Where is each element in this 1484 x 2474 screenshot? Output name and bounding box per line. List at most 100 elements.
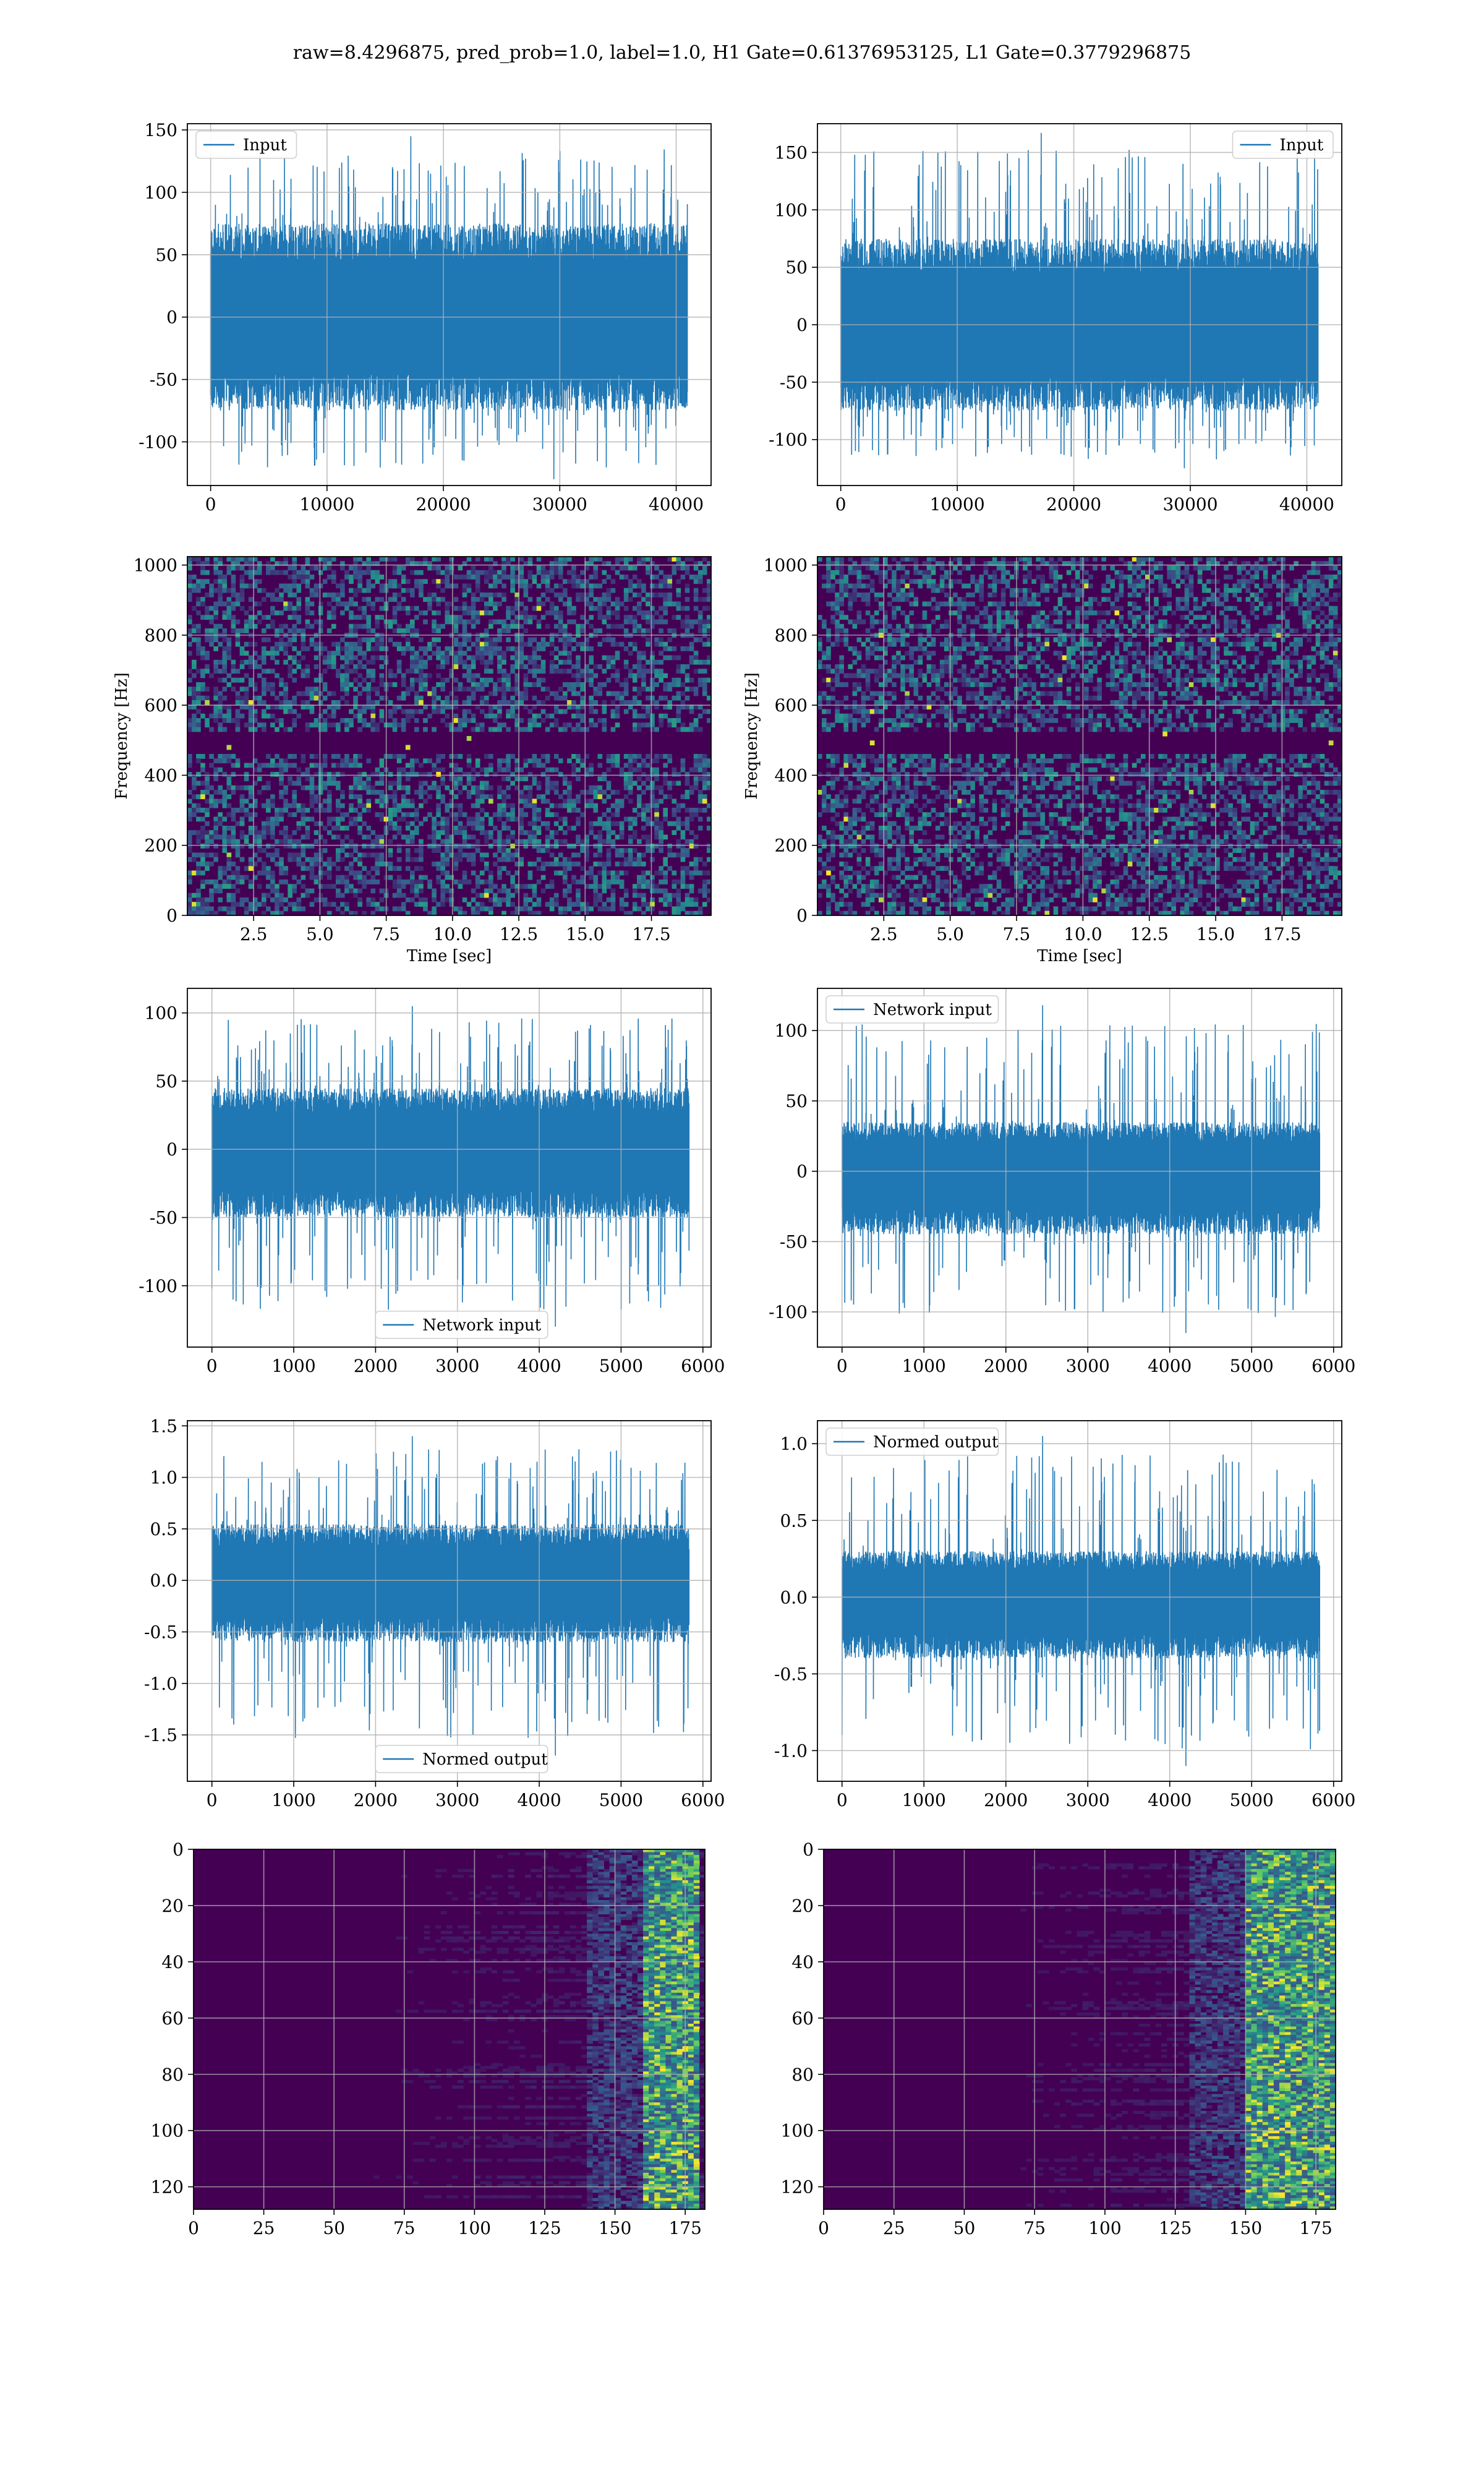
plot-area: [211, 1006, 690, 1327]
x-tick-label: 30000: [1162, 494, 1217, 515]
y-tick-label: 400: [145, 765, 177, 785]
x-tick-label: 75: [393, 2218, 416, 2238]
y-tick-label: -50: [780, 1231, 808, 1252]
y-tick-label: 1000: [134, 555, 177, 576]
axes-frame: [193, 1849, 706, 2210]
x-tick-label: 0: [207, 1356, 218, 1376]
legend-label: Input: [243, 136, 287, 155]
y-tick-label: 0: [796, 315, 808, 335]
x-tick-label: 40000: [1279, 494, 1334, 515]
x-tick-label: 0: [837, 1790, 848, 1810]
x-tick-label: 1000: [271, 1790, 315, 1810]
x-tick-label: 5.0: [306, 924, 334, 944]
x-tick-label: 20000: [416, 494, 471, 515]
y-tick-label: 40: [791, 1952, 814, 1972]
heatmap-image: [817, 557, 1342, 916]
x-tick-label: 17.5: [1263, 924, 1301, 944]
x-tick-label: 5000: [599, 1790, 643, 1810]
y-tick-label: 1.0: [150, 1468, 177, 1488]
y-tick-label: 50: [785, 257, 808, 278]
plot-area: [211, 1436, 690, 1756]
legend-box: [1232, 131, 1334, 159]
x-tick-label: 0: [818, 2218, 829, 2238]
y-tick-label: 200: [775, 836, 808, 856]
axes-frame: [817, 988, 1342, 1348]
y-tick-label: 200: [145, 836, 177, 856]
figure-title: raw=8.4296875, pred_prob=1.0, label=1.0,…: [292, 42, 1192, 64]
x-tick-label: 0: [835, 494, 846, 515]
y-tick-label: 600: [145, 695, 177, 716]
legend-label: Network input: [873, 1001, 992, 1019]
panel-spectrogram-h1: 2.5 5.0 7.5 10.0 12.5 15.0 17.5 0 200 400 600 800 10…: [113, 555, 712, 965]
panel-network-input-l1: 0 1000 2000 3000 4000 5000 6000 -100 -50 0 50 100 Ne…: [769, 988, 1355, 1376]
x-tick-label: 125: [1159, 2218, 1192, 2238]
y-tick-label: 800: [775, 625, 808, 646]
axes-frame: [823, 1849, 1336, 2210]
y-tick-label: -50: [150, 370, 177, 390]
heatmap-image: [187, 557, 712, 916]
x-tick-label: 3000: [1066, 1790, 1110, 1810]
legend-label: Network input: [422, 1316, 541, 1335]
legend: Normed output: [825, 1427, 999, 1456]
x-tick-label: 1000: [902, 1790, 946, 1810]
legend-box: [375, 1745, 548, 1773]
panel-spectrogram-l1: 2.5 5.0 7.5 10.0 12.5 15.0 17.5 0 200 400 600 800 10…: [743, 555, 1342, 965]
y-tick-label: -1.0: [774, 1740, 808, 1761]
y-tick-label: -0.5: [144, 1622, 177, 1642]
x-tick-label: 7.5: [372, 924, 400, 944]
x-tick-label: 150: [1229, 2218, 1262, 2238]
y-tick-label: 0.0: [780, 1587, 808, 1607]
series-line-normed-output: [842, 1436, 1320, 1766]
x-tick-label: 50: [323, 2218, 345, 2238]
axes-frame: [817, 123, 1342, 486]
x-tick-label: 0: [207, 1790, 218, 1810]
x-tick-label: 100: [458, 2218, 491, 2238]
x-tick-label: 4000: [517, 1356, 561, 1376]
x-tick-label: 3000: [1066, 1356, 1110, 1376]
x-tick-label: 125: [528, 2218, 561, 2238]
panel-normed-output-h1: 0 1000 2000 3000 4000 5000 6000 -1.5 -1.0 -0.5 0.0…: [144, 1416, 725, 1810]
x-tick-label: 3000: [435, 1356, 479, 1376]
y-tick-label: 40: [161, 1952, 184, 1972]
x-tick-label: 7.5: [1003, 924, 1031, 944]
y-tick-label: 120: [781, 2177, 814, 2198]
x-tick-label: 150: [599, 2218, 631, 2238]
y-tick-label: 150: [145, 120, 177, 140]
x-tick-label: 5000: [1230, 1356, 1274, 1376]
x-tick-label: 6000: [681, 1356, 725, 1376]
y-tick-label: 50: [785, 1091, 808, 1111]
panel-input-h1: 0 10000 20000 30000 40000 -100 -50 0 50 100 150 Inp…: [139, 120, 712, 515]
legend: Network input: [825, 995, 999, 1024]
y-tick-label: 800: [145, 625, 177, 646]
x-tick-label: 10000: [299, 494, 354, 515]
y-tick-label: 80: [161, 2065, 184, 2085]
legend-box: [825, 1427, 999, 1456]
x-tick-label: 12.5: [500, 924, 538, 944]
y-tick-label: 400: [775, 765, 808, 785]
legend-label: Normed output: [873, 1433, 999, 1452]
y-tick-label: 0: [796, 1162, 808, 1182]
axes-frame: [817, 1420, 1342, 1782]
y-tick-label: 600: [775, 695, 808, 716]
y-tick-label: 100: [151, 2121, 184, 2141]
y-tick-label: -1.0: [144, 1674, 177, 1694]
y-tick-label: 0: [166, 905, 177, 926]
legend-label: Input: [1280, 136, 1324, 155]
y-tick-label: 20: [161, 1896, 184, 1916]
x-tick-label: 175: [668, 2218, 701, 2238]
x-tick-label: 25: [883, 2218, 905, 2238]
series-line-network-input: [211, 1006, 690, 1327]
y-tick-label: 0: [803, 1839, 814, 1860]
x-tick-label: 15.0: [1196, 924, 1235, 944]
panel-input-l1: 0 10000 20000 30000 40000 -100 -50 0 50 100 150 Inp…: [769, 123, 1342, 515]
y-tick-label: -100: [139, 1276, 177, 1296]
y-axis-label: Frequency [Hz]: [743, 672, 761, 800]
axes-frame: [187, 556, 712, 916]
legend: Input: [1232, 131, 1334, 159]
panel-network-input-h1: 0 1000 2000 3000 4000 5000 6000 -100 -50 0 50 100 Ne…: [139, 988, 725, 1376]
legend: Normed output: [375, 1745, 548, 1773]
x-tick-label: 6000: [1311, 1356, 1355, 1376]
x-tick-label: 30000: [532, 494, 587, 515]
x-tick-label: 4000: [1148, 1356, 1192, 1376]
